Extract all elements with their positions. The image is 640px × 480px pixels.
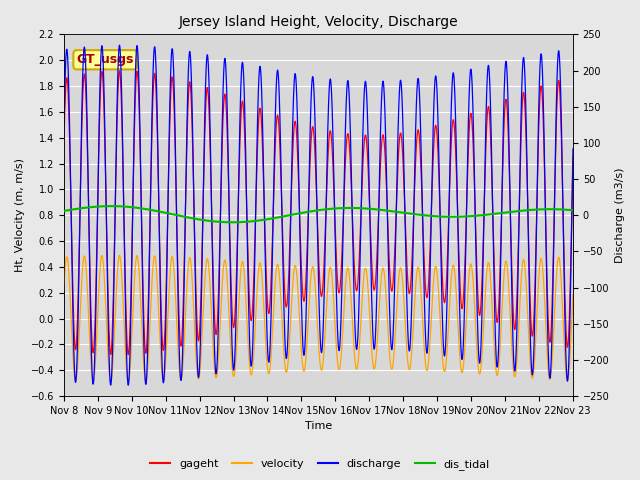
velocity	[124, 379, 132, 385]
discharge	[116, 42, 124, 48]
Line: discharge: discharge	[64, 45, 573, 385]
dis_tidal	[302, 209, 310, 215]
discharge	[569, 146, 577, 152]
discharge	[430, 100, 438, 106]
dis_tidal	[60, 208, 68, 214]
gageht	[430, 140, 438, 145]
Title: Jersey Island Height, Velocity, Discharge: Jersey Island Height, Velocity, Discharg…	[179, 15, 458, 29]
dis_tidal	[274, 215, 282, 220]
velocity	[60, 286, 68, 292]
gageht	[529, 333, 536, 339]
discharge	[124, 382, 132, 388]
discharge	[278, 215, 286, 221]
discharge	[274, 69, 282, 74]
velocity	[554, 259, 561, 265]
Text: GT_usgs: GT_usgs	[77, 53, 134, 66]
discharge	[554, 60, 561, 66]
gageht	[124, 352, 132, 358]
X-axis label: Time: Time	[305, 421, 332, 432]
velocity	[116, 252, 124, 258]
velocity	[569, 291, 577, 297]
Y-axis label: Ht, Velocity (m, m/s): Ht, Velocity (m, m/s)	[15, 158, 25, 272]
Line: dis_tidal: dis_tidal	[64, 206, 573, 222]
dis_tidal	[569, 207, 577, 213]
Y-axis label: Discharge (m3/s): Discharge (m3/s)	[615, 168, 625, 263]
velocity	[302, 355, 310, 360]
gageht	[569, 156, 577, 161]
gageht	[554, 88, 561, 94]
dis_tidal	[554, 206, 561, 212]
Legend: gageht, velocity, discharge, dis_tidal: gageht, velocity, discharge, dis_tidal	[146, 455, 494, 474]
Line: velocity: velocity	[64, 255, 573, 382]
gageht	[60, 145, 68, 151]
gageht	[274, 113, 282, 119]
dis_tidal	[108, 203, 115, 209]
gageht	[302, 276, 310, 281]
velocity	[274, 262, 282, 267]
dis_tidal	[278, 214, 286, 219]
gageht	[116, 68, 124, 73]
gageht	[278, 212, 286, 217]
discharge	[302, 317, 310, 323]
discharge	[60, 133, 68, 139]
dis_tidal	[430, 213, 438, 219]
velocity	[430, 274, 438, 279]
dis_tidal	[529, 207, 536, 213]
discharge	[529, 372, 536, 378]
Line: gageht: gageht	[64, 71, 573, 355]
velocity	[278, 317, 286, 323]
dis_tidal	[228, 219, 236, 225]
velocity	[529, 375, 536, 381]
